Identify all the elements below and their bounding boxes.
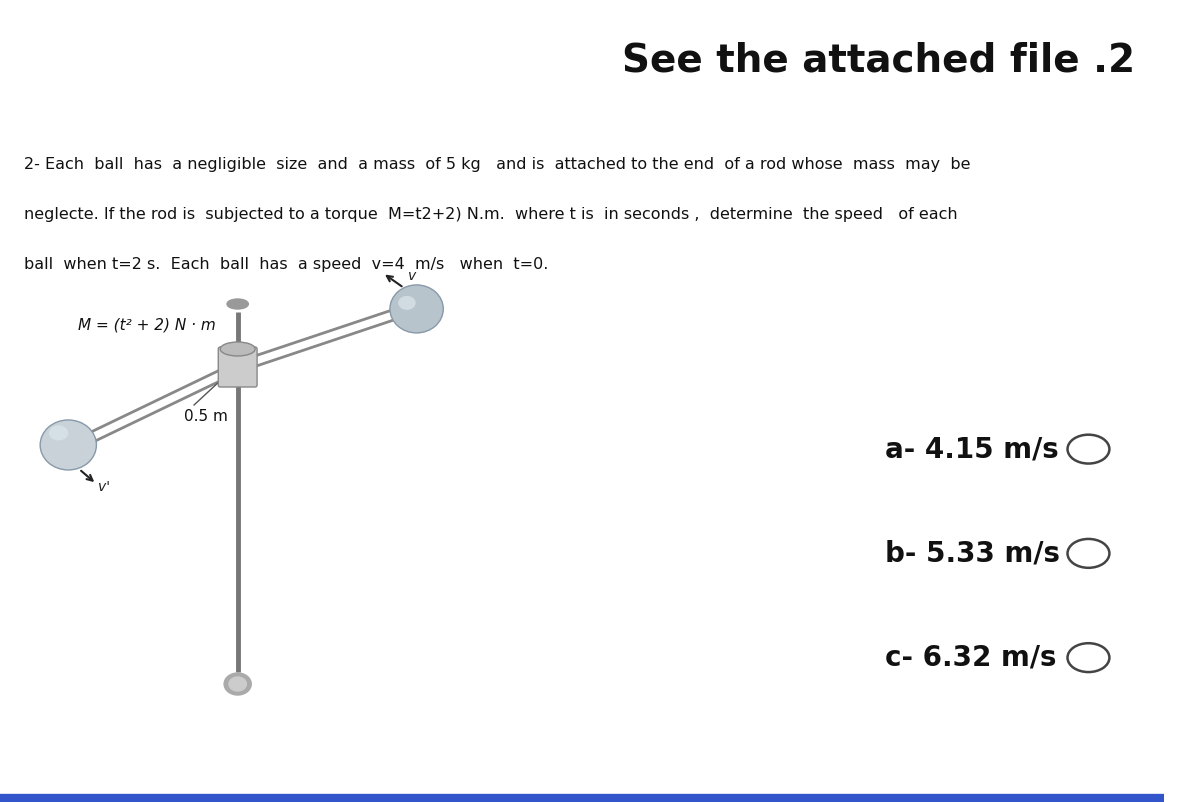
Ellipse shape xyxy=(224,673,251,695)
Ellipse shape xyxy=(398,296,415,310)
Ellipse shape xyxy=(49,425,68,440)
Text: v': v' xyxy=(98,480,110,494)
Text: a- 4.15 m/s: a- 4.15 m/s xyxy=(884,435,1058,463)
Text: 0.5 m: 0.5 m xyxy=(185,410,228,424)
Text: M = (t² + 2) N · m: M = (t² + 2) N · m xyxy=(78,318,215,333)
Ellipse shape xyxy=(229,677,246,691)
Text: b- 5.33 m/s: b- 5.33 m/s xyxy=(884,540,1060,567)
Ellipse shape xyxy=(40,420,96,470)
Text: neglecte. If the rod is  subjected to a torque  M=t2+2) N.m.  where t is  in sec: neglecte. If the rod is subjected to a t… xyxy=(24,207,958,222)
FancyBboxPatch shape xyxy=(218,347,257,387)
Text: c- 6.32 m/s: c- 6.32 m/s xyxy=(884,644,1056,671)
Ellipse shape xyxy=(390,285,443,333)
Ellipse shape xyxy=(227,299,248,309)
Text: ball  when t=2 s.  Each  ball  has  a speed  v=4  m/s   when  t=0.: ball when t=2 s. Each ball has a speed v… xyxy=(24,257,548,272)
Text: 2- Each  ball  has  a negligible  size  and  a mass  of 5 kg   and is  attached : 2- Each ball has a negligible size and a… xyxy=(24,157,971,172)
Text: v: v xyxy=(408,269,416,283)
Text: See the attached file .2: See the attached file .2 xyxy=(622,42,1135,80)
Ellipse shape xyxy=(221,342,256,356)
